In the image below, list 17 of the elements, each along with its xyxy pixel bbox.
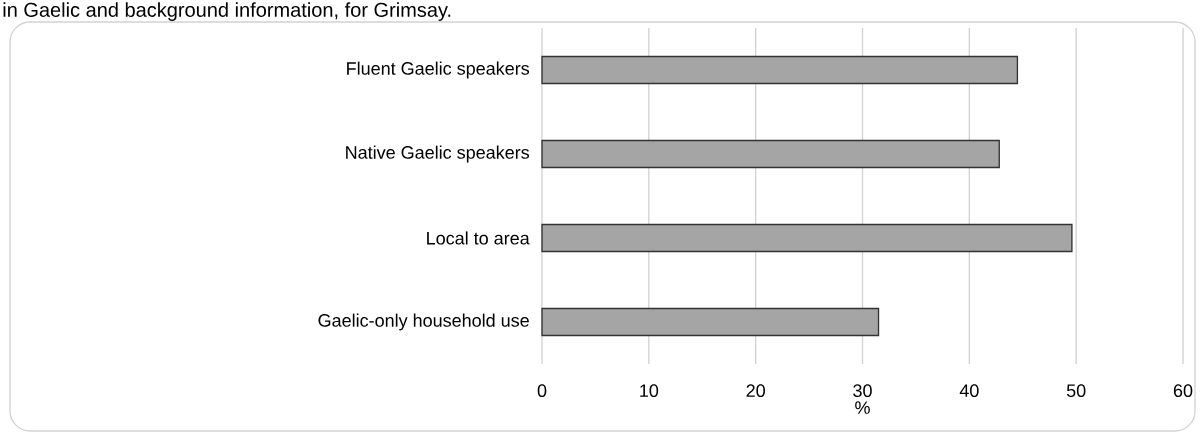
x-tick-label: 40 (959, 384, 979, 397)
bar (541, 307, 880, 337)
bar (541, 55, 1019, 85)
y-tick-label: Gaelic-only household use (318, 313, 529, 331)
bar (541, 139, 1000, 169)
x-tick-label: 50 (1066, 384, 1086, 397)
x-tick-label: 20 (746, 384, 765, 397)
text: in Gaelic and background information, for Grimsay. (3, 2, 451, 21)
bar (541, 223, 1073, 253)
y-tick-label: Native Gaelic speakers (346, 145, 530, 163)
x-tick-label: 30 (853, 384, 872, 397)
x-tick-label: 0 (537, 384, 547, 397)
y-tick-label: Fluent Gaelic speakers (347, 61, 530, 79)
x-axis-title: % (855, 401, 870, 414)
y-tick-label: Local to area (427, 231, 530, 245)
x-tick-label: 60 (1173, 384, 1193, 397)
x-tick-label: 10 (640, 384, 659, 397)
